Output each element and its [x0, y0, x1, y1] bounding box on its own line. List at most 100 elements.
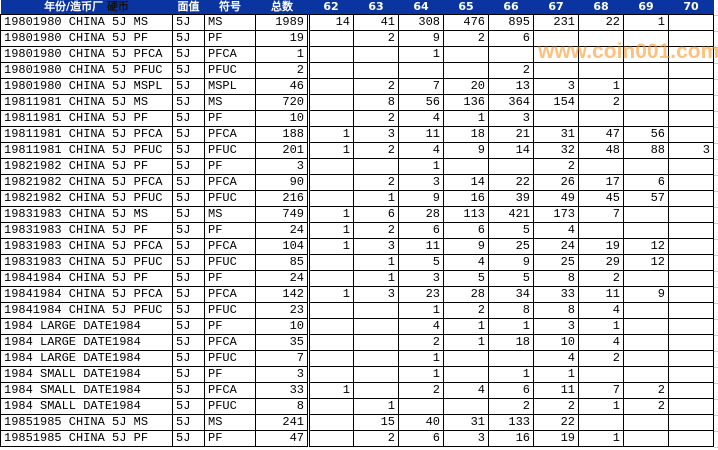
cell-grade-63[interactable]: [353, 46, 399, 63]
cell-grade-67[interactable]: 32: [533, 142, 579, 159]
cell-grade-62[interactable]: 1: [308, 222, 354, 239]
cell-grade-65[interactable]: 1: [443, 318, 489, 335]
cell-grade-66[interactable]: 18: [488, 334, 534, 351]
cell-grade-64[interactable]: 5: [398, 254, 444, 271]
cell-grade-67[interactable]: 8: [533, 302, 579, 319]
cell-grade-66[interactable]: 6: [488, 382, 534, 399]
cell-grade-69[interactable]: 2: [623, 398, 669, 415]
cell-grade-68[interactable]: 1: [578, 78, 624, 95]
cell-coin[interactable]: 19801980 CHINA 5J MS: [0, 14, 173, 31]
cell-symbol[interactable]: MS: [204, 14, 256, 31]
cell-grade-65[interactable]: 3: [443, 430, 489, 447]
cell-symbol[interactable]: PFCA: [204, 126, 256, 143]
cell-total[interactable]: 8: [255, 398, 310, 415]
cell-grade-70[interactable]: [668, 318, 714, 335]
cell-grade-64[interactable]: 1: [398, 350, 444, 367]
header-coin[interactable]: 年份/造币厂 硬币: [0, 0, 173, 15]
cell-grade-65[interactable]: 2: [443, 30, 489, 47]
cell-total[interactable]: 33: [255, 382, 310, 399]
cell-grade-67[interactable]: 19: [533, 430, 579, 447]
cell-total[interactable]: 24: [255, 270, 310, 287]
cell-symbol[interactable]: PF: [204, 110, 256, 127]
cell-symbol[interactable]: PFUC: [204, 254, 256, 271]
cell-grade-70[interactable]: [668, 302, 714, 319]
cell-grade-66[interactable]: 25: [488, 238, 534, 255]
cell-grade-67[interactable]: 11: [533, 382, 579, 399]
cell-grade-70[interactable]: [668, 206, 714, 223]
cell-symbol[interactable]: MSPL: [204, 78, 256, 95]
cell-grade-62[interactable]: 1: [308, 142, 354, 159]
cell-grade-66[interactable]: 2: [488, 62, 534, 79]
cell-grade-68[interactable]: 2: [578, 94, 624, 111]
cell-symbol[interactable]: PF: [204, 270, 256, 287]
cell-total[interactable]: 3: [255, 366, 310, 383]
cell-denom[interactable]: 5J: [172, 206, 205, 223]
cell-grade-67[interactable]: 4: [533, 222, 579, 239]
cell-grade-67[interactable]: 8: [533, 270, 579, 287]
cell-grade-68[interactable]: 17: [578, 174, 624, 191]
cell-symbol[interactable]: PFUC: [204, 398, 256, 415]
cell-symbol[interactable]: PFCA: [204, 174, 256, 191]
cell-grade-69[interactable]: [623, 270, 669, 287]
cell-grade-64[interactable]: 28: [398, 206, 444, 223]
cell-denom[interactable]: 5J: [172, 14, 205, 31]
cell-denom[interactable]: 5J: [172, 430, 205, 447]
cell-grade-69[interactable]: [623, 62, 669, 79]
cell-grade-68[interactable]: [578, 46, 624, 63]
cell-grade-62[interactable]: 1: [308, 238, 354, 255]
cell-coin[interactable]: 1984 LARGE DATE1984: [0, 350, 173, 367]
cell-grade-62[interactable]: [308, 430, 354, 447]
cell-grade-67[interactable]: [533, 62, 579, 79]
cell-denom[interactable]: 5J: [172, 46, 205, 63]
cell-grade-63[interactable]: [353, 366, 399, 383]
cell-grade-65[interactable]: 14: [443, 174, 489, 191]
cell-grade-69[interactable]: [623, 158, 669, 175]
cell-symbol[interactable]: MS: [204, 206, 256, 223]
cell-grade-66[interactable]: 421: [488, 206, 534, 223]
cell-grade-66[interactable]: 364: [488, 94, 534, 111]
cell-grade-62[interactable]: [308, 334, 354, 351]
cell-grade-65[interactable]: 4: [443, 382, 489, 399]
cell-grade-70[interactable]: [668, 350, 714, 367]
cell-coin[interactable]: 19811981 CHINA 5J PFCA: [0, 126, 173, 143]
cell-grade-64[interactable]: 9: [398, 190, 444, 207]
cell-symbol[interactable]: MS: [204, 94, 256, 111]
cell-grade-64[interactable]: [398, 62, 444, 79]
cell-grade-63[interactable]: 1: [353, 270, 399, 287]
cell-total[interactable]: 201: [255, 142, 310, 159]
cell-grade-67[interactable]: 4: [533, 350, 579, 367]
cell-coin[interactable]: 19811981 CHINA 5J MS: [0, 94, 173, 111]
cell-grade-67[interactable]: [533, 46, 579, 63]
cell-denom[interactable]: 5J: [172, 334, 205, 351]
cell-symbol[interactable]: PF: [204, 318, 256, 335]
cell-total[interactable]: 749: [255, 206, 310, 223]
cell-grade-63[interactable]: [353, 318, 399, 335]
header-total[interactable]: 总数: [255, 0, 309, 15]
cell-grade-69[interactable]: [623, 206, 669, 223]
cell-grade-68[interactable]: 7: [578, 382, 624, 399]
cell-grade-64[interactable]: 3: [398, 174, 444, 191]
cell-denom[interactable]: 5J: [172, 382, 205, 399]
cell-grade-67[interactable]: 26: [533, 174, 579, 191]
cell-grade-70[interactable]: [668, 334, 714, 351]
cell-total[interactable]: 188: [255, 126, 310, 143]
cell-grade-63[interactable]: [353, 158, 399, 175]
cell-denom[interactable]: 5J: [172, 398, 205, 415]
cell-total[interactable]: 7: [255, 350, 310, 367]
cell-grade-63[interactable]: 41: [353, 14, 399, 31]
cell-grade-70[interactable]: [668, 62, 714, 79]
cell-grade-69[interactable]: [623, 302, 669, 319]
cell-grade-62[interactable]: [308, 414, 354, 431]
cell-coin[interactable]: 19801980 CHINA 5J PF: [0, 30, 173, 47]
cell-grade-69[interactable]: [623, 366, 669, 383]
cell-grade-70[interactable]: [668, 190, 714, 207]
cell-grade-63[interactable]: 3: [353, 238, 399, 255]
cell-grade-66[interactable]: 5: [488, 222, 534, 239]
header-grade-63[interactable]: 63: [353, 0, 399, 15]
cell-coin[interactable]: 19811981 CHINA 5J PF: [0, 110, 173, 127]
cell-symbol[interactable]: PF: [204, 158, 256, 175]
cell-grade-63[interactable]: 2: [353, 174, 399, 191]
cell-grade-63[interactable]: 15: [353, 414, 399, 431]
cell-grade-63[interactable]: 6: [353, 206, 399, 223]
cell-grade-69[interactable]: [623, 78, 669, 95]
